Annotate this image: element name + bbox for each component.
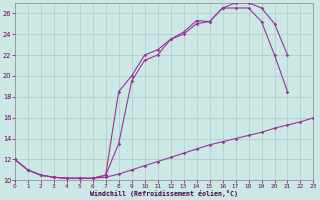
X-axis label: Windchill (Refroidissement éolien,°C): Windchill (Refroidissement éolien,°C) <box>90 190 238 197</box>
